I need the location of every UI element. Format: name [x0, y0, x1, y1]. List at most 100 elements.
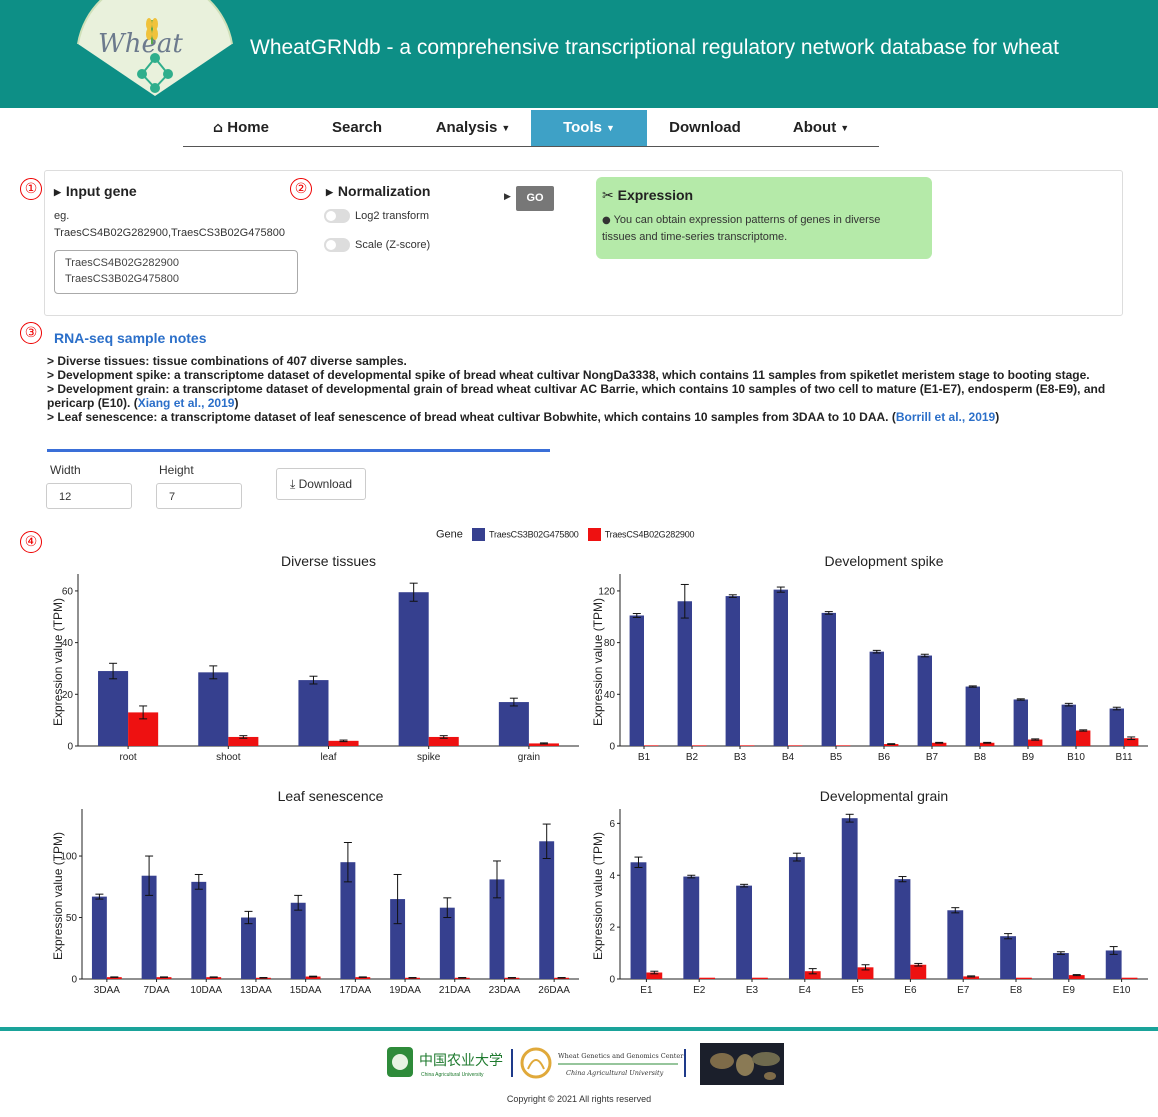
bar	[788, 745, 803, 746]
bar	[340, 862, 356, 979]
wggc-logo[interactable]: Wheat Genetics and Genomics Center China…	[518, 1043, 688, 1083]
chart-leaf-senescence: Leaf senescence Expression value (TPM) 0 50…	[51, 788, 579, 996]
x-tick-label: 26DAA	[538, 985, 570, 996]
bar	[106, 977, 122, 979]
x-tick-label: grain	[518, 752, 540, 763]
x-tick-label: 13DAA	[240, 985, 272, 996]
bar	[980, 742, 995, 746]
bar	[355, 977, 371, 979]
bar	[788, 857, 805, 979]
y-tick-label: 80	[604, 638, 616, 649]
bar	[630, 862, 647, 979]
bar	[965, 686, 980, 746]
bar	[1109, 708, 1124, 746]
x-tick-label: E10	[1113, 985, 1131, 996]
notes-text: > Diverse tissues: tissue combinations o…	[47, 354, 1117, 424]
y-tick-label: 6	[609, 819, 615, 830]
x-tick-label: B6	[878, 752, 891, 763]
tools-icon: ✂	[602, 188, 614, 204]
x-tick-label: B8	[974, 752, 987, 763]
bar	[692, 745, 707, 746]
gene-input[interactable]: TraesCS4B02G282900 TraesCS3B02G475800	[54, 250, 298, 294]
bar	[1068, 975, 1085, 979]
logo-text: Wheat	[98, 29, 183, 59]
log2-toggle[interactable]	[324, 209, 350, 223]
download-button-label: Download	[298, 477, 353, 491]
bar	[1013, 699, 1028, 746]
borrill-link[interactable]: Borrill et al., 2019	[895, 410, 996, 424]
nav-about[interactable]: About ▼	[763, 110, 879, 146]
go-button[interactable]: GO	[516, 186, 554, 211]
copyright: Copyright © 2021 All rights reserved	[506, 1094, 652, 1104]
bar	[1124, 738, 1139, 746]
zscore-label: Scale (Z-score)	[355, 239, 431, 251]
bar	[1028, 739, 1043, 746]
note-line-4: > Leaf senescence: a transcriptome datas…	[47, 410, 1000, 424]
y-tick-label: 40	[62, 638, 74, 649]
zscore-toggle[interactable]	[324, 238, 350, 252]
cau-name: 中国农业大学	[419, 1053, 503, 1069]
y-tick-label: 100	[60, 852, 77, 863]
chart-diverse-tissues: Diverse tissues Expression value (TPM) 0 20…	[51, 553, 579, 763]
bar	[298, 680, 329, 746]
triangle-right-icon: ▶	[54, 186, 61, 197]
normalization-title-text: Normalization	[337, 183, 431, 199]
bar	[489, 879, 505, 979]
xiang-link[interactable]: Xiang et al., 2019	[137, 396, 235, 410]
bar	[439, 907, 455, 979]
expression-info-box: ✂ Expression ● You can obtain expression…	[596, 177, 932, 259]
bar	[198, 672, 229, 746]
x-tick-label: 7DAA	[143, 985, 169, 996]
triangle-right-icon: ▶	[504, 191, 511, 201]
divider	[47, 449, 550, 452]
marker-1: ①	[20, 178, 42, 200]
notes-title[interactable]: RNA-seq sample notes	[54, 330, 207, 346]
gene-input-line: TraesCS4B02G282900	[65, 257, 179, 269]
bar	[98, 671, 129, 746]
bar	[241, 917, 256, 979]
bar	[821, 612, 836, 746]
note-line-2: > Development spike: a transcriptome dat…	[47, 368, 1090, 382]
bar	[841, 818, 858, 979]
nav-analysis[interactable]: Analysis ▼	[415, 110, 531, 146]
download-icon: ⤓	[289, 477, 296, 491]
bar	[91, 896, 107, 979]
nav-analysis-label: Analysis	[435, 119, 498, 136]
cau-logo[interactable]: 中国农业大学 China Agricultural University	[385, 1043, 515, 1083]
nav-about-label: About	[792, 119, 837, 136]
input-gene-title-text: Input gene	[65, 183, 137, 199]
world-map-logo[interactable]	[700, 1043, 784, 1085]
chart-title: Developmental grain	[820, 788, 948, 804]
y-tick-label: 50	[66, 913, 78, 924]
y-tick-label: 20	[62, 690, 74, 701]
x-tick-label: 21DAA	[439, 985, 471, 996]
bar	[963, 976, 980, 979]
y-axis-label: Expression value (TPM)	[51, 832, 65, 960]
download-button[interactable]: ⤓ Download	[276, 468, 366, 500]
nav-home[interactable]: ⌂ Home	[183, 110, 299, 146]
bar	[644, 745, 659, 746]
x-tick-label: E2	[693, 985, 706, 996]
y-axis-label: Expression value (TPM)	[591, 598, 605, 726]
bar	[773, 589, 788, 746]
bar	[305, 976, 321, 979]
expression-text-1: ● You can obtain expression patterns of …	[602, 214, 880, 226]
height-input[interactable]: 7	[156, 483, 242, 509]
nav-home-label: Home	[227, 119, 269, 136]
chart-legend: Gene TraesCS3B02G475800 TraesCS4B02G2829…	[436, 528, 695, 541]
y-axis-label: Expression value (TPM)	[591, 832, 605, 960]
bar	[290, 902, 306, 979]
marker-2: ②	[290, 178, 312, 200]
marker-4: ④	[20, 531, 42, 553]
nav-tools[interactable]: Tools ▼	[531, 110, 647, 146]
bar	[683, 876, 700, 979]
x-tick-label: B4	[782, 752, 795, 763]
bar	[206, 977, 222, 979]
nav-download[interactable]: Download	[647, 110, 763, 146]
wheat-logo[interactable]: Wheat	[70, 0, 240, 100]
width-input[interactable]: 12	[46, 483, 132, 509]
nav-download-label: Download	[669, 119, 741, 136]
x-tick-label: B2	[686, 752, 699, 763]
nav-search[interactable]: Search	[299, 110, 415, 146]
bar	[646, 972, 663, 979]
